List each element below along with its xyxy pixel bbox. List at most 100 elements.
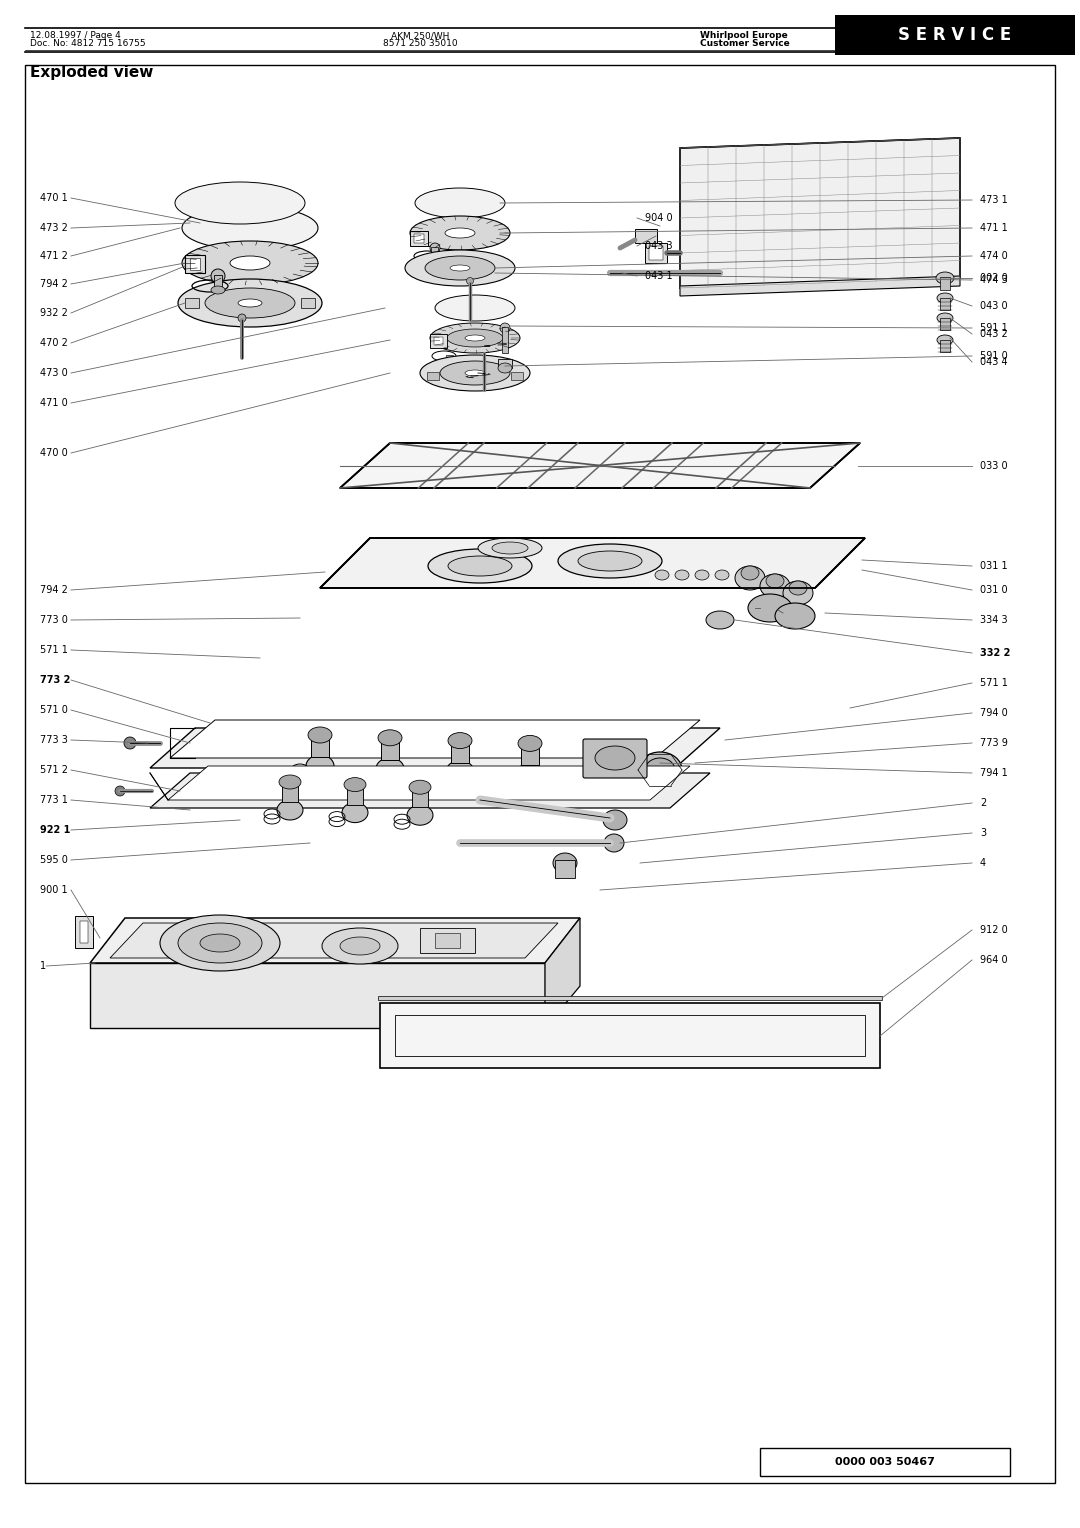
- Ellipse shape: [426, 257, 495, 280]
- Bar: [940, 277, 950, 290]
- Polygon shape: [680, 138, 960, 287]
- Polygon shape: [378, 996, 882, 999]
- Bar: [420, 927, 475, 953]
- Ellipse shape: [340, 937, 380, 955]
- Text: 773 9: 773 9: [980, 738, 1008, 749]
- Ellipse shape: [603, 810, 627, 830]
- Text: 332 2: 332 2: [980, 648, 1011, 659]
- Bar: [555, 860, 575, 879]
- Text: 470 2: 470 2: [40, 338, 68, 348]
- Bar: [521, 744, 539, 766]
- Text: 571 0: 571 0: [40, 704, 68, 715]
- Ellipse shape: [378, 730, 402, 746]
- Bar: [940, 318, 950, 330]
- Ellipse shape: [178, 923, 262, 963]
- Text: Exploded view: Exploded view: [30, 64, 153, 79]
- Polygon shape: [90, 963, 545, 1028]
- Bar: [498, 359, 512, 368]
- Text: 2: 2: [980, 798, 986, 808]
- Ellipse shape: [322, 927, 399, 964]
- Ellipse shape: [748, 594, 792, 622]
- Text: 571 1: 571 1: [40, 645, 68, 656]
- Ellipse shape: [430, 322, 519, 353]
- Ellipse shape: [937, 335, 953, 345]
- Ellipse shape: [276, 801, 303, 821]
- Ellipse shape: [407, 805, 433, 825]
- Ellipse shape: [789, 581, 807, 594]
- Text: Whirlpool Europe: Whirlpool Europe: [700, 32, 787, 41]
- Text: 571 1: 571 1: [980, 678, 1008, 688]
- Text: Customer Service: Customer Service: [700, 40, 789, 49]
- Bar: [347, 784, 363, 805]
- Ellipse shape: [200, 934, 240, 952]
- Text: 471 2: 471 2: [40, 251, 68, 261]
- Bar: [427, 371, 438, 380]
- Bar: [434, 338, 443, 345]
- Bar: [451, 741, 469, 762]
- Bar: [502, 327, 508, 353]
- Ellipse shape: [775, 604, 815, 630]
- Text: 031 0: 031 0: [980, 585, 1008, 594]
- FancyBboxPatch shape: [25, 66, 1055, 1484]
- Text: 932 2: 932 2: [40, 309, 68, 318]
- Ellipse shape: [741, 565, 759, 581]
- Text: 595 0: 595 0: [40, 856, 68, 865]
- Ellipse shape: [578, 552, 642, 571]
- Polygon shape: [680, 277, 960, 296]
- Ellipse shape: [415, 188, 505, 219]
- Text: AKM 250/WH: AKM 250/WH: [391, 32, 449, 41]
- Polygon shape: [380, 1002, 880, 1068]
- Bar: [635, 229, 657, 243]
- Polygon shape: [340, 443, 860, 487]
- Ellipse shape: [760, 575, 789, 597]
- Bar: [435, 934, 460, 947]
- Ellipse shape: [735, 565, 765, 590]
- Ellipse shape: [211, 269, 225, 283]
- Ellipse shape: [342, 802, 368, 822]
- Ellipse shape: [183, 206, 318, 251]
- Text: 002 0: 002 0: [980, 274, 1008, 283]
- Polygon shape: [170, 720, 700, 758]
- Bar: [430, 335, 447, 348]
- Bar: [190, 258, 200, 270]
- Ellipse shape: [445, 228, 475, 238]
- Ellipse shape: [492, 542, 528, 555]
- Ellipse shape: [500, 322, 510, 333]
- Ellipse shape: [595, 746, 635, 770]
- Bar: [940, 298, 950, 310]
- Text: 773 2: 773 2: [40, 675, 70, 685]
- Ellipse shape: [124, 736, 136, 749]
- FancyBboxPatch shape: [835, 15, 1075, 55]
- Text: 471 0: 471 0: [40, 397, 68, 408]
- Ellipse shape: [175, 182, 305, 225]
- Polygon shape: [545, 918, 580, 1028]
- Bar: [431, 248, 438, 260]
- Ellipse shape: [440, 361, 510, 385]
- Polygon shape: [90, 918, 580, 963]
- Ellipse shape: [478, 538, 542, 558]
- Ellipse shape: [238, 299, 262, 307]
- Text: 794 1: 794 1: [980, 769, 1008, 778]
- Ellipse shape: [766, 575, 784, 588]
- Text: 591 1: 591 1: [980, 322, 1008, 333]
- Ellipse shape: [518, 735, 542, 752]
- Ellipse shape: [936, 272, 954, 284]
- Text: 794 0: 794 0: [980, 707, 1008, 718]
- Ellipse shape: [516, 764, 544, 785]
- Text: 773 1: 773 1: [40, 795, 68, 805]
- Text: S E R V I C E: S E R V I C E: [899, 26, 1012, 44]
- Ellipse shape: [553, 853, 577, 872]
- Polygon shape: [168, 766, 690, 801]
- Ellipse shape: [306, 755, 334, 778]
- Ellipse shape: [654, 570, 669, 581]
- Ellipse shape: [446, 761, 474, 782]
- Ellipse shape: [205, 287, 295, 318]
- Text: 900 1: 900 1: [40, 885, 68, 895]
- Text: 3: 3: [980, 828, 986, 837]
- Text: 4: 4: [980, 859, 986, 868]
- Ellipse shape: [783, 581, 813, 605]
- Ellipse shape: [345, 778, 366, 792]
- Text: 474 0: 474 0: [980, 251, 1008, 261]
- Bar: [311, 735, 329, 756]
- Text: 474 3: 474 3: [980, 275, 1008, 286]
